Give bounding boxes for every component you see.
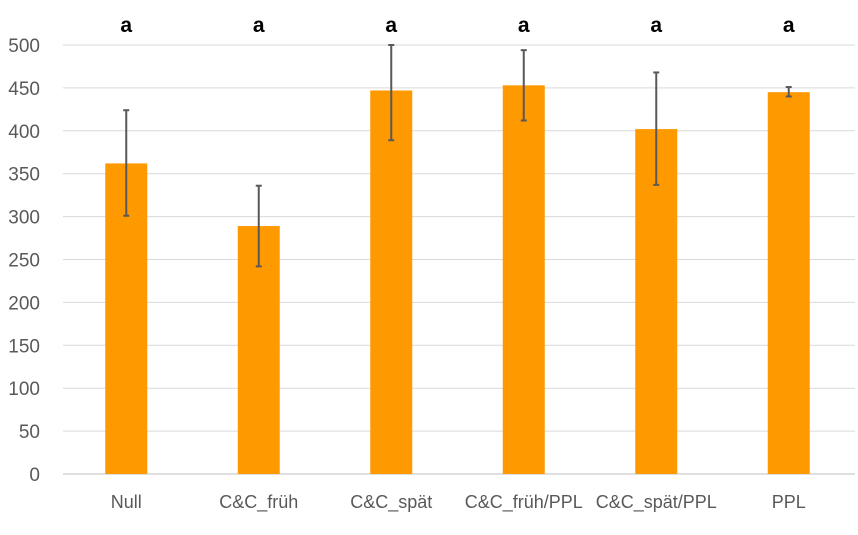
x-tick-label: C&C_spät/PPL xyxy=(596,492,717,513)
x-tick-label: Null xyxy=(111,492,142,512)
bar xyxy=(767,92,810,474)
y-tick-label: 100 xyxy=(8,379,40,400)
significance-letter: a xyxy=(650,14,662,37)
significance-letter: a xyxy=(385,14,397,37)
y-tick-label: 300 xyxy=(8,208,40,229)
y-tick-label: 150 xyxy=(8,336,40,357)
x-tick-label: PPL xyxy=(772,492,806,512)
y-tick-label: 0 xyxy=(29,465,40,486)
x-tick-label: C&C_spät xyxy=(350,492,432,513)
y-tick-label: 400 xyxy=(8,122,40,143)
bar xyxy=(502,85,545,475)
significance-letter: a xyxy=(783,14,795,37)
y-tick-label: 500 xyxy=(8,36,40,57)
significance-letter: a xyxy=(253,14,265,37)
bar xyxy=(237,226,280,474)
bar xyxy=(370,90,413,474)
y-tick-label: 450 xyxy=(8,79,40,100)
x-tick-label: C&C_früh xyxy=(219,492,298,513)
y-tick-label: 50 xyxy=(19,422,40,443)
y-tick-label: 250 xyxy=(8,251,40,272)
significance-letter: a xyxy=(518,14,530,37)
x-tick-label: C&C_früh/PPL xyxy=(465,492,583,513)
y-tick-label: 350 xyxy=(8,165,40,186)
bar xyxy=(635,129,678,475)
significance-letter: a xyxy=(120,14,132,37)
y-tick-label: 200 xyxy=(8,293,40,314)
